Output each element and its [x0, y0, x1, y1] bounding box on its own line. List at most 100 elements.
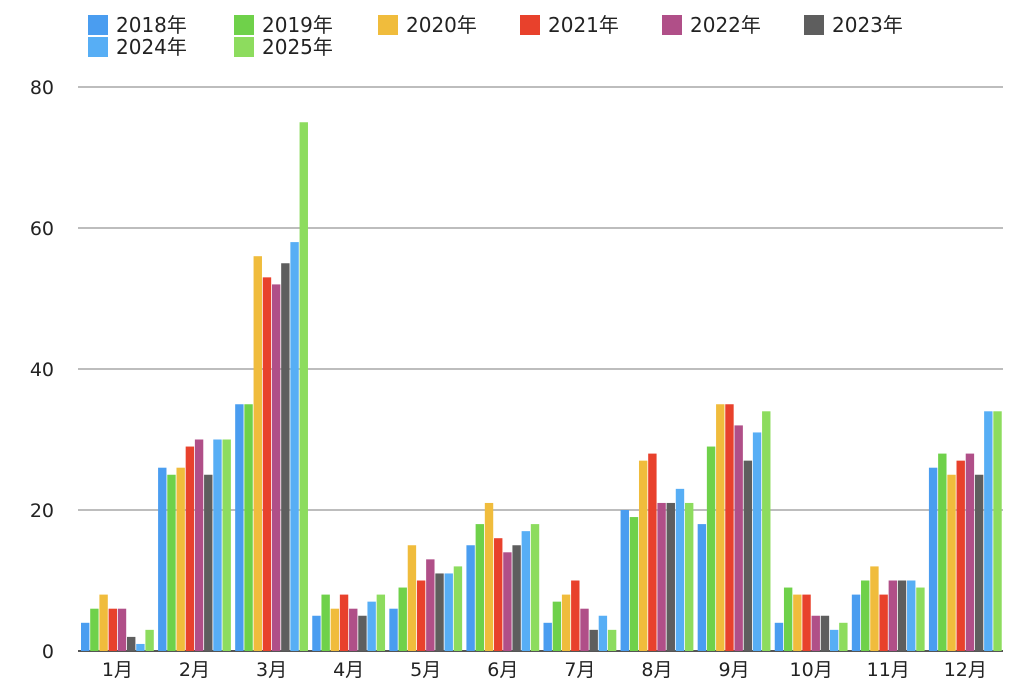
- bar-2022年-11月: [888, 580, 898, 651]
- y-tick-label: 20: [30, 500, 54, 522]
- y-tick-label: 80: [30, 77, 54, 99]
- bar-2020年-12月: [947, 474, 956, 651]
- bar-2018年-6月: [466, 545, 475, 651]
- legend-swatch: [234, 37, 254, 57]
- bar-2019年-6月: [475, 524, 485, 651]
- bar-2022年-8月: [657, 502, 666, 651]
- legend-swatch: [520, 15, 540, 35]
- bar-2022年-4月: [349, 608, 358, 651]
- bar-2023年-11月: [897, 580, 907, 651]
- bar-2020年-9月: [716, 404, 725, 651]
- x-tick-label: 4月: [333, 659, 364, 681]
- bar-2019年-1月: [90, 608, 99, 651]
- bar-2023年-3月: [281, 263, 290, 651]
- y-tick-label: 40: [30, 359, 54, 381]
- bar-2020年-10月: [793, 594, 802, 651]
- legend-swatch: [662, 15, 682, 35]
- bar-2022年-3月: [271, 284, 281, 651]
- bar-2023年-7月: [589, 629, 598, 651]
- bar-2025年-7月: [607, 629, 617, 651]
- bar-2023年-5月: [435, 573, 444, 651]
- x-tick-label: 10月: [790, 659, 833, 681]
- bar-2022年-10月: [811, 615, 820, 651]
- bar-2019年-7月: [552, 601, 562, 651]
- bar-2019年-12月: [938, 453, 947, 651]
- bar-2023年-10月: [820, 615, 830, 651]
- legend-label: 2018年: [116, 13, 187, 37]
- bar-2023年-8月: [666, 502, 675, 651]
- bar-2019年-4月: [321, 594, 330, 651]
- bar-2021年-6月: [494, 538, 503, 651]
- bar-2018年-10月: [774, 622, 784, 651]
- legend-item: 2020年: [378, 14, 477, 36]
- bar-2024年-8月: [675, 488, 685, 651]
- bar-2021年-5月: [416, 580, 426, 651]
- bar-2025年-8月: [684, 502, 694, 651]
- legend-item: 2025年: [234, 36, 333, 58]
- bar-2020年-4月: [330, 608, 340, 651]
- x-tick-label: 11月: [867, 659, 910, 681]
- bar-2021年-8月: [648, 453, 657, 651]
- legend-label: 2024年: [116, 35, 187, 59]
- legend-swatch: [804, 15, 824, 35]
- bar-2021年-2月: [185, 446, 195, 651]
- bar-2025年-10月: [839, 622, 848, 651]
- bar-2024年-5月: [444, 573, 453, 651]
- y-tick-label: 0: [42, 641, 54, 663]
- bar-2018年-12月: [928, 467, 938, 651]
- bar-2021年-1月: [108, 608, 117, 651]
- legend-swatch: [378, 15, 398, 35]
- bar-2024年-3月: [290, 242, 299, 651]
- bar-2023年-9月: [743, 460, 753, 651]
- bar-2018年-5月: [389, 608, 398, 651]
- bar-2023年-6月: [512, 545, 521, 651]
- bar-2021年-12月: [956, 460, 965, 651]
- bar-2024年-7月: [598, 615, 608, 651]
- bar-2020年-6月: [484, 502, 494, 651]
- bar-2020年-1月: [99, 594, 108, 651]
- bar-2020年-8月: [638, 460, 648, 651]
- x-tick-label: 1月: [102, 659, 133, 681]
- bar-2022年-5月: [426, 559, 435, 651]
- bar-2021年-4月: [339, 594, 349, 651]
- legend-label: 2022年: [690, 13, 761, 37]
- bar-2024年-11月: [907, 580, 916, 651]
- legend-label: 2020年: [406, 13, 477, 37]
- bar-2023年-12月: [974, 474, 984, 651]
- bar-2018年-1月: [81, 622, 90, 651]
- y-axis-tick-labels: 0 20 40 60 80: [30, 77, 54, 663]
- bar-2018年-11月: [851, 594, 861, 651]
- bar-2022年-1月: [117, 608, 127, 651]
- bar-2024年-2月: [213, 439, 222, 651]
- legend-label: 2025年: [262, 35, 333, 59]
- bars: [81, 122, 1002, 651]
- bar-2020年-5月: [407, 545, 417, 651]
- bar-2024年-10月: [829, 629, 839, 651]
- bar-2025年-12月: [993, 411, 1002, 651]
- bar-2021年-7月: [571, 580, 580, 651]
- x-tick-label: 9月: [719, 659, 750, 681]
- bar-2021年-11月: [879, 594, 888, 651]
- bar-2020年-7月: [561, 594, 571, 651]
- bar-2025年-2月: [222, 439, 231, 651]
- y-tick-label: 60: [30, 218, 54, 240]
- bar-2020年-2月: [176, 467, 185, 651]
- bar-2025年-11月: [916, 587, 925, 651]
- legend-swatch: [234, 15, 254, 35]
- bar-2024年-12月: [984, 411, 993, 651]
- x-tick-label: 2月: [179, 659, 210, 681]
- bar-2018年-9月: [697, 524, 707, 651]
- grid-lines: [78, 86, 1003, 652]
- bar-2019年-3月: [244, 404, 253, 651]
- bar-2022年-2月: [194, 439, 204, 651]
- bar-2022年-6月: [503, 552, 512, 651]
- legend-swatch: [88, 15, 108, 35]
- legend-item: 2022年: [662, 14, 761, 36]
- x-tick-label: 8月: [641, 659, 672, 681]
- bar-2018年-8月: [620, 510, 629, 651]
- bar-2025年-3月: [299, 122, 308, 651]
- bar-2019年-8月: [629, 517, 639, 651]
- bar-2021年-3月: [262, 277, 272, 651]
- bar-2023年-1月: [127, 636, 136, 651]
